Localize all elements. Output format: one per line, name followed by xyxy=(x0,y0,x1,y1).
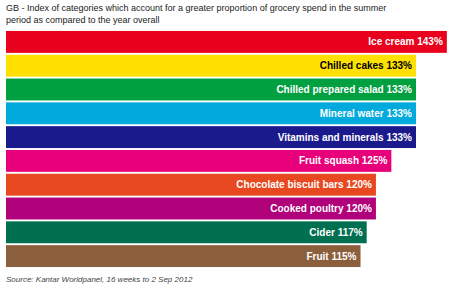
category-label: Chilled cakes 133% xyxy=(320,60,412,71)
category-label: Fruit squash 125% xyxy=(299,155,387,166)
bar xyxy=(6,102,416,124)
bar xyxy=(6,126,416,148)
category-label: Chocolate biscuit bars 120% xyxy=(236,179,372,190)
chart: GB - Index of categories which account f… xyxy=(0,0,459,288)
bar xyxy=(6,31,447,53)
bar xyxy=(6,79,416,101)
category-label: Mineral water 133% xyxy=(320,108,412,119)
category-label: Vitamins and minerals 133% xyxy=(278,132,412,143)
category-label: Fruit 115% xyxy=(306,251,356,262)
bar-labels: Ice cream 143% Chilled cakes 133% Chilled … xyxy=(236,36,443,261)
category-label: Cider 117% xyxy=(309,227,362,238)
bar xyxy=(6,55,416,77)
category-label: Chilled prepared salad 133% xyxy=(276,84,412,95)
bar xyxy=(6,198,376,220)
bar xyxy=(6,150,391,172)
title: GB - Index of categories which account f… xyxy=(6,3,386,25)
source: Source: Kantar Worldpanel, 16 weeks to 2… xyxy=(6,275,193,284)
bar xyxy=(6,221,367,243)
bar xyxy=(6,245,361,267)
bars xyxy=(6,31,447,267)
bar xyxy=(6,174,376,196)
category-label: Cooked poultry 120% xyxy=(270,203,372,214)
category-label: Ice cream 143% xyxy=(368,36,443,47)
